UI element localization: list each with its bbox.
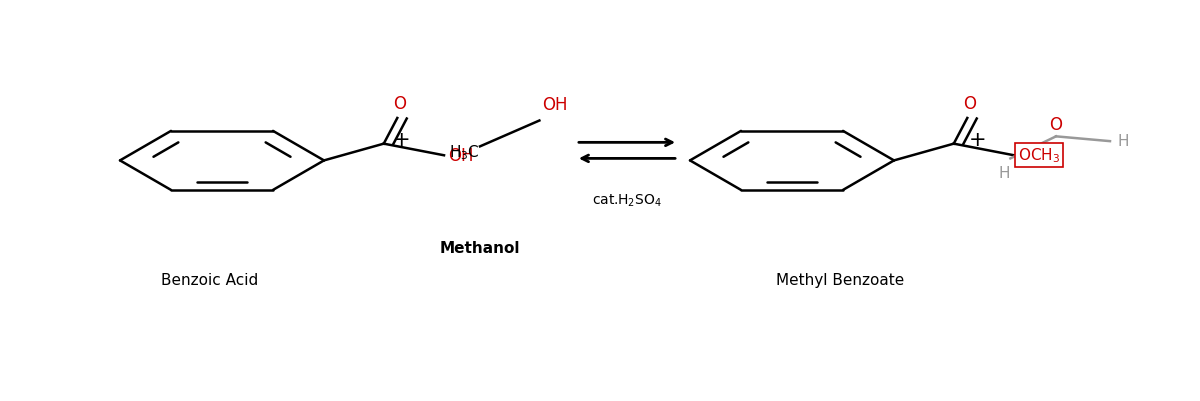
Text: OCH$_3$: OCH$_3$ xyxy=(1018,146,1060,165)
Text: OH: OH xyxy=(448,148,473,166)
Text: H$_3$C: H$_3$C xyxy=(449,143,480,162)
Text: cat.H$_2$SO$_4$: cat.H$_2$SO$_4$ xyxy=(592,192,662,209)
Text: +: + xyxy=(970,130,986,150)
Text: OH: OH xyxy=(541,97,568,115)
Text: Methanol: Methanol xyxy=(439,241,521,256)
Text: H: H xyxy=(1117,134,1129,149)
Text: O: O xyxy=(1050,116,1062,134)
Text: Methyl Benzoate: Methyl Benzoate xyxy=(776,273,904,288)
Text: +: + xyxy=(394,130,410,150)
Text: O: O xyxy=(964,95,976,113)
Text: Benzoic Acid: Benzoic Acid xyxy=(161,273,259,288)
Text: H: H xyxy=(998,166,1010,180)
Text: O: O xyxy=(394,95,406,113)
